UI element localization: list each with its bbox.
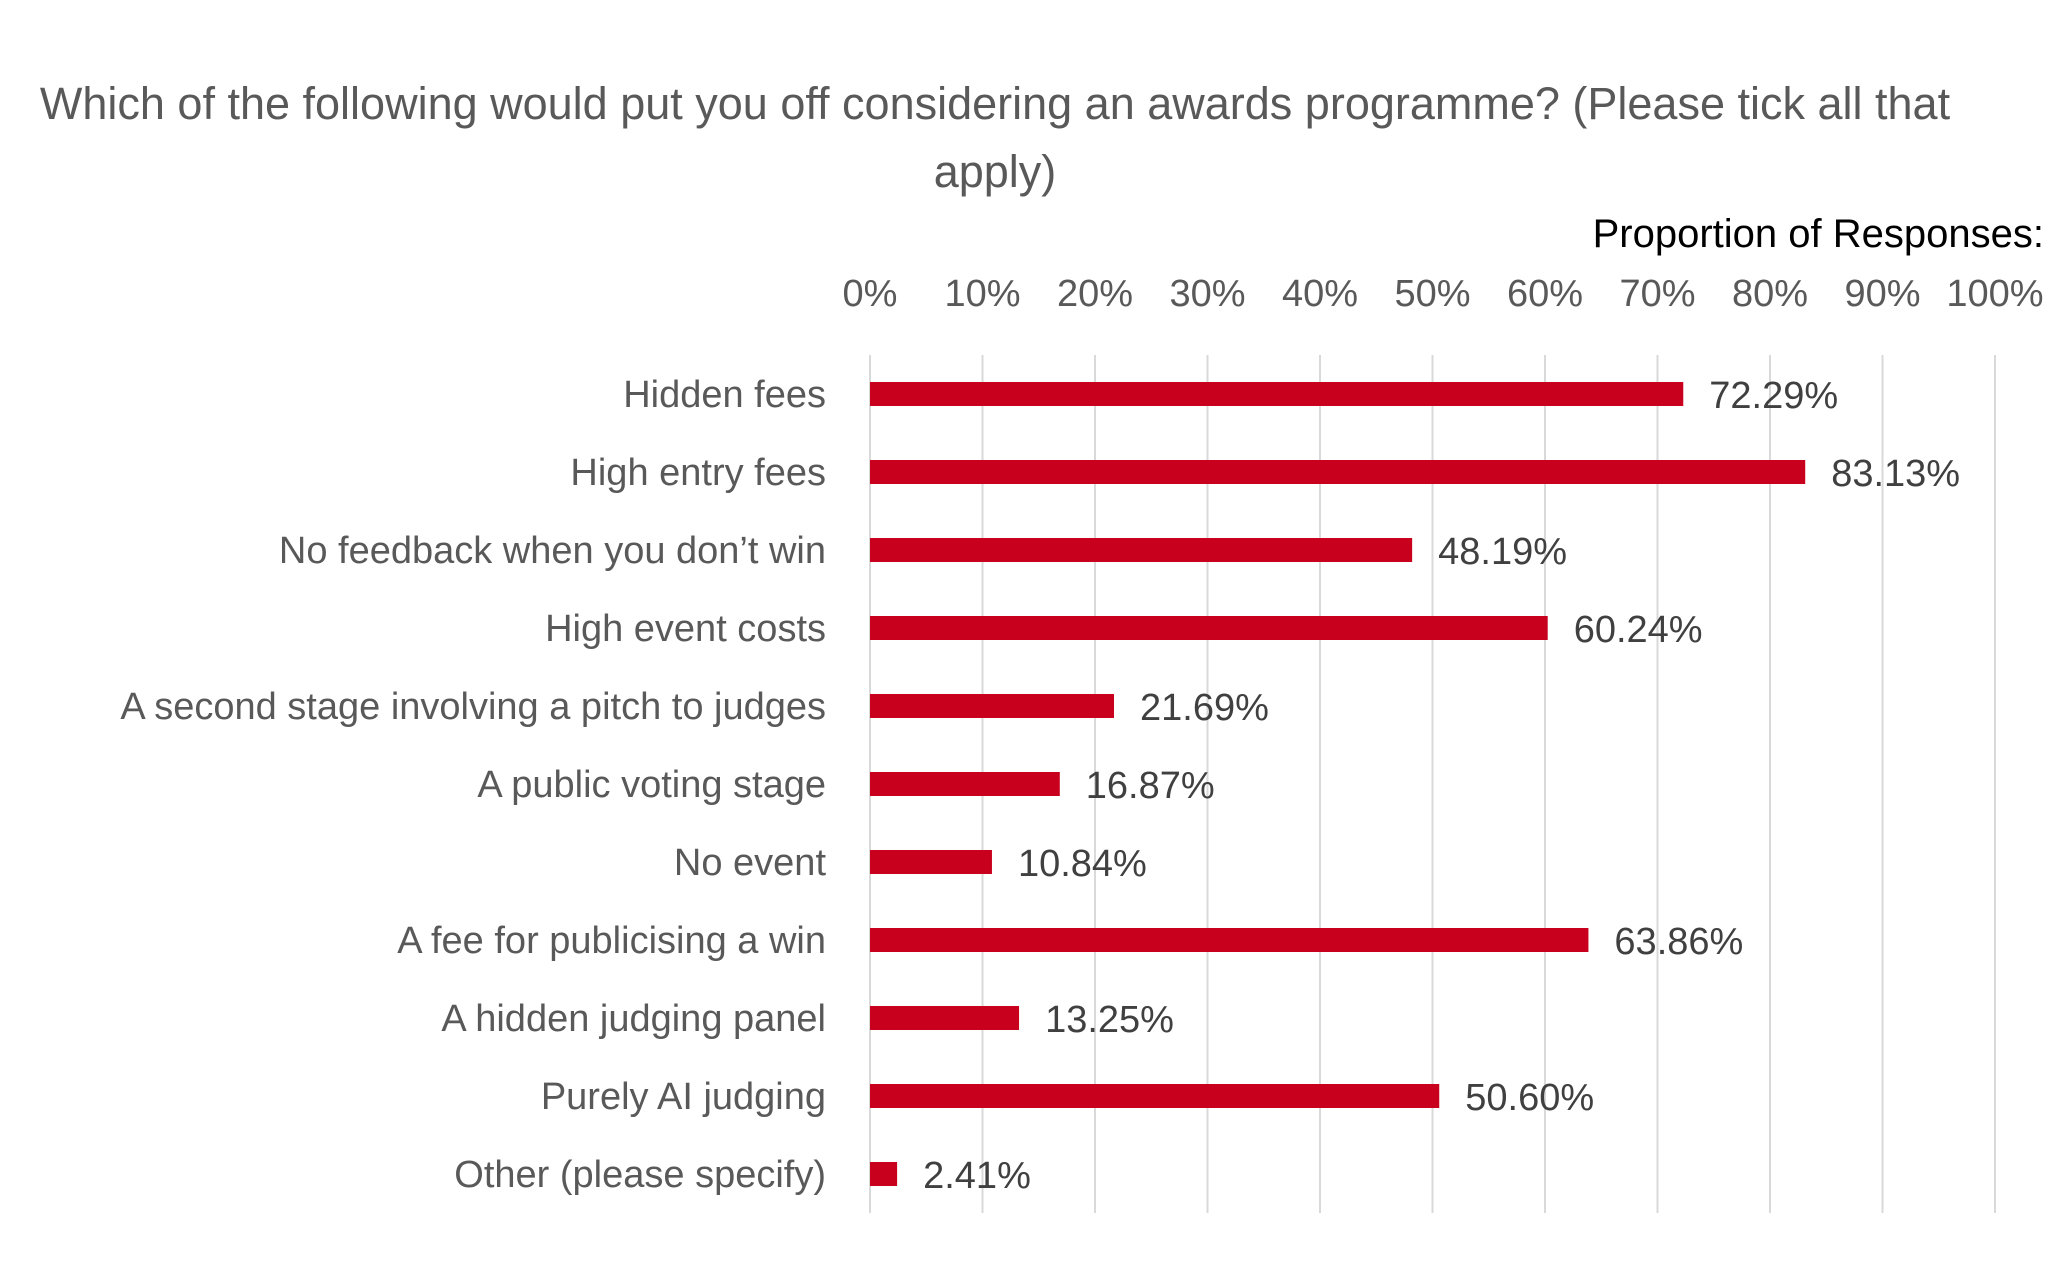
data-label: 13.25%	[1045, 999, 1174, 1041]
category-label: A fee for publicising a win	[397, 920, 826, 962]
bar	[870, 928, 1589, 952]
bar	[870, 616, 1548, 640]
data-label: 10.84%	[1018, 843, 1147, 885]
category-label: A second stage involving a pitch to judg…	[120, 686, 826, 728]
bar	[870, 772, 1060, 796]
x-tick-label: 30%	[1169, 273, 1245, 315]
bar	[870, 694, 1115, 718]
bar	[870, 460, 1806, 484]
data-label: 21.69%	[1140, 687, 1269, 729]
data-label: 16.87%	[1086, 765, 1215, 807]
data-label: 83.13%	[1831, 453, 1960, 495]
bar	[870, 850, 992, 874]
category-label: High entry fees	[570, 452, 826, 494]
x-tick-label: 90%	[1844, 273, 1920, 315]
x-tick-label: 80%	[1732, 273, 1808, 315]
x-tick-label: 50%	[1394, 273, 1470, 315]
x-tick-label: 60%	[1507, 273, 1583, 315]
data-label: 63.86%	[1614, 921, 1743, 963]
x-tick-label: 20%	[1057, 273, 1133, 315]
bar	[870, 1084, 1440, 1108]
category-label: Hidden fees	[623, 374, 826, 416]
bar	[870, 382, 1684, 406]
category-label: Other (please specify)	[454, 1154, 826, 1196]
category-label: Purely AI judging	[541, 1076, 826, 1118]
category-label: No event	[674, 842, 827, 884]
category-label: A hidden judging panel	[441, 998, 826, 1040]
category-label: High event costs	[545, 608, 826, 650]
bar	[870, 1006, 1020, 1030]
chart-title: Which of the following would put you off…	[39, 78, 1951, 197]
x-tick-label: 100%	[1946, 273, 2043, 315]
data-label: 48.19%	[1438, 531, 1567, 573]
data-label: 72.29%	[1709, 375, 1838, 417]
data-label: 2.41%	[923, 1155, 1031, 1197]
bar	[870, 538, 1413, 562]
category-label: A public voting stage	[477, 764, 826, 806]
x-tick-label: 40%	[1282, 273, 1358, 315]
x-tick-label: 10%	[944, 273, 1020, 315]
x-axis-label: Proportion of Responses:	[1592, 212, 2044, 256]
x-tick-label: 70%	[1619, 273, 1695, 315]
bar	[870, 1162, 898, 1186]
data-label: 50.60%	[1465, 1077, 1594, 1119]
x-tick-label: 0%	[843, 273, 898, 315]
data-label: 60.24%	[1574, 609, 1703, 651]
category-label: No feedback when you don’t win	[279, 530, 826, 572]
